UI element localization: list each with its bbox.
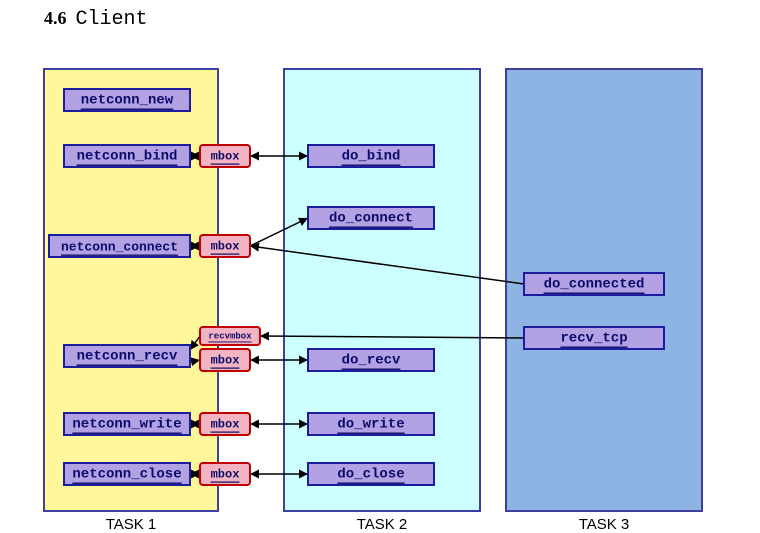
node-label-do_close: do_close — [337, 467, 404, 483]
node-label-mbox_connect: mbox — [211, 240, 240, 254]
section-number: 4.6 — [44, 8, 67, 28]
task2-container — [284, 69, 480, 511]
node-label-netconn_new: netconn_new — [81, 93, 174, 109]
node-label-netconn_close: netconn_close — [72, 467, 181, 483]
node-label-mbox_close: mbox — [211, 468, 240, 482]
node-label-recv_tcp: recv_tcp — [560, 331, 627, 347]
task1-container — [44, 69, 218, 511]
node-label-netconn_bind: netconn_bind — [77, 149, 178, 165]
node-label-mbox_recv: mbox — [211, 354, 240, 368]
section-heading: 4.6 Client — [0, 0, 760, 31]
task1-label: TASK 1 — [106, 516, 157, 533]
node-label-do_connect: do_connect — [329, 211, 413, 227]
node-label-netconn_write: netconn_write — [72, 417, 181, 433]
node-label-do_write: do_write — [337, 417, 404, 433]
section-title: Client — [76, 8, 148, 31]
node-label-mbox_write: mbox — [211, 418, 240, 432]
node-label-recvmbox: recvmbox — [208, 332, 252, 342]
node-label-do_recv: do_recv — [342, 353, 401, 369]
task2-label: TASK 2 — [357, 516, 408, 533]
diagram-canvas: TASK 1 TASK 2 TASK 3 netconn_new netconn_bin… — [0, 31, 760, 533]
node-label-mbox_bind: mbox — [211, 150, 240, 164]
node-label-netconn_recv: netconn_recv — [77, 349, 178, 365]
node-label-do_bind: do_bind — [342, 149, 401, 165]
node-label-do_connected: do_connected — [544, 277, 645, 293]
node-label-netconn_connect: netconn_connect — [61, 239, 178, 254]
task3-label: TASK 3 — [579, 516, 630, 533]
